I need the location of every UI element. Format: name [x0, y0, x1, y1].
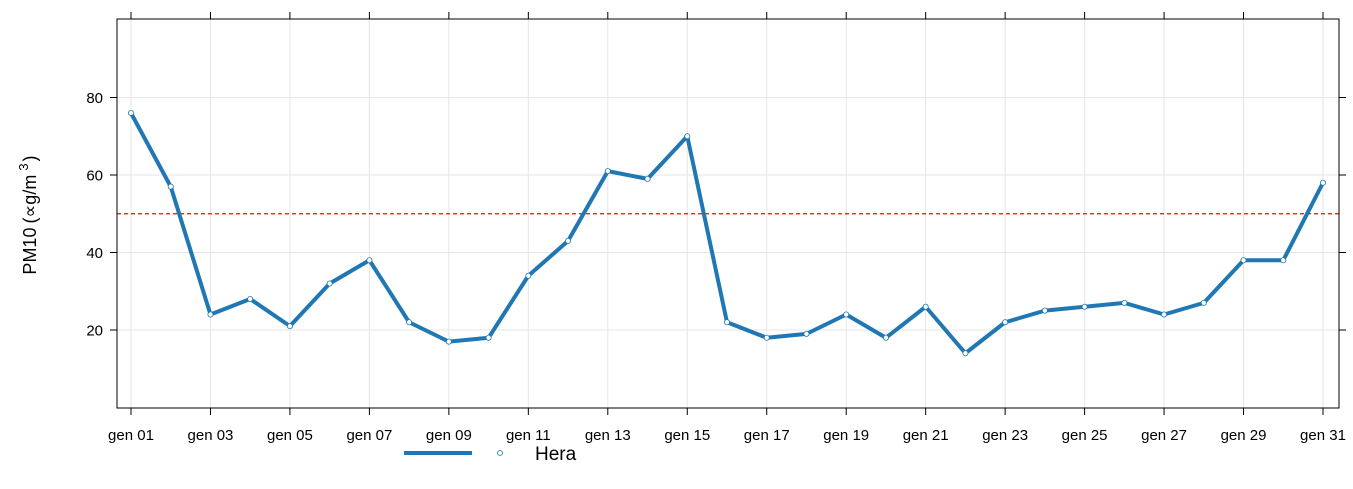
data-point	[366, 257, 373, 264]
x-tick-label: gen 13	[585, 427, 631, 444]
data-point	[962, 350, 969, 357]
data-point	[167, 183, 174, 190]
data-point	[604, 168, 611, 175]
data-point	[724, 319, 731, 326]
y-axis: 20 40 60 80	[86, 90, 1346, 340]
x-tick-label: gen 31	[1300, 427, 1346, 444]
y-axis-title-unit-base: g/m	[20, 175, 40, 205]
data-point	[644, 175, 651, 182]
data-point	[127, 110, 134, 117]
y-tick-label: 80	[86, 90, 103, 107]
data-point	[1002, 319, 1009, 326]
legend: Hera	[404, 444, 577, 465]
data-point	[843, 311, 850, 318]
y-axis-title-paren-close: )	[20, 155, 40, 161]
y-axis-title-unit-exp: 3	[16, 163, 31, 170]
x-tick-label: gen 25	[1062, 427, 1108, 444]
x-tick-label: gen 29	[1221, 427, 1267, 444]
data-point	[684, 133, 691, 140]
y-tick-label: 40	[86, 245, 103, 262]
x-tick-label: gen 21	[903, 427, 949, 444]
data-point	[1200, 299, 1207, 306]
data-point	[1121, 299, 1128, 306]
data-point	[326, 280, 333, 287]
data-point	[286, 323, 293, 330]
data-point	[763, 334, 770, 341]
data-point	[1161, 311, 1168, 318]
x-tick-label: gen 19	[823, 427, 869, 444]
x-tick-label: gen 03	[188, 427, 234, 444]
x-tick-label: gen 11	[506, 427, 551, 444]
data-point	[1081, 303, 1088, 310]
x-tick-label: gen 15	[664, 427, 710, 444]
data-point	[1041, 307, 1048, 314]
legend-label: Hera	[535, 444, 577, 465]
data-point	[525, 272, 532, 279]
data-point	[1280, 257, 1287, 264]
data-point	[803, 330, 810, 337]
x-tick-label: gen 17	[744, 427, 790, 444]
data-point	[207, 311, 214, 318]
legend-point-swatch	[497, 450, 503, 456]
series-layer	[127, 110, 1327, 357]
data-point	[1320, 179, 1327, 186]
x-tick-label: gen 01	[108, 427, 154, 444]
y-axis-title-unit-symbol: ∝	[20, 205, 40, 218]
y-axis-title: PM10 (∝g/m 3)	[16, 155, 40, 274]
data-point	[485, 334, 492, 341]
x-tick-label: gen 05	[267, 427, 313, 444]
x-tick-label: gen 23	[982, 427, 1028, 444]
x-tick-label: gen 07	[346, 427, 392, 444]
data-point	[565, 237, 572, 244]
data-point	[922, 303, 929, 310]
plot-border	[116, 18, 1340, 409]
x-tick-label: gen 27	[1141, 427, 1187, 444]
y-tick-label: 60	[86, 168, 103, 185]
data-point	[406, 319, 413, 326]
data-point	[247, 295, 254, 302]
series-line-hera	[129, 111, 1325, 356]
data-point	[445, 338, 452, 345]
data-point	[1240, 257, 1247, 264]
y-tick-label: 20	[86, 323, 103, 340]
x-tick-label: gen 09	[426, 427, 472, 444]
data-point	[882, 334, 889, 341]
y-axis-title-prefix: PM10	[20, 228, 40, 275]
y-axis-title-paren-open: (	[20, 218, 40, 224]
x-axis: gen 01 gen 03 gen 05 gen 07 gen 09 gen 11 gen …	[108, 12, 1346, 444]
plot-frame	[116, 18, 1340, 409]
